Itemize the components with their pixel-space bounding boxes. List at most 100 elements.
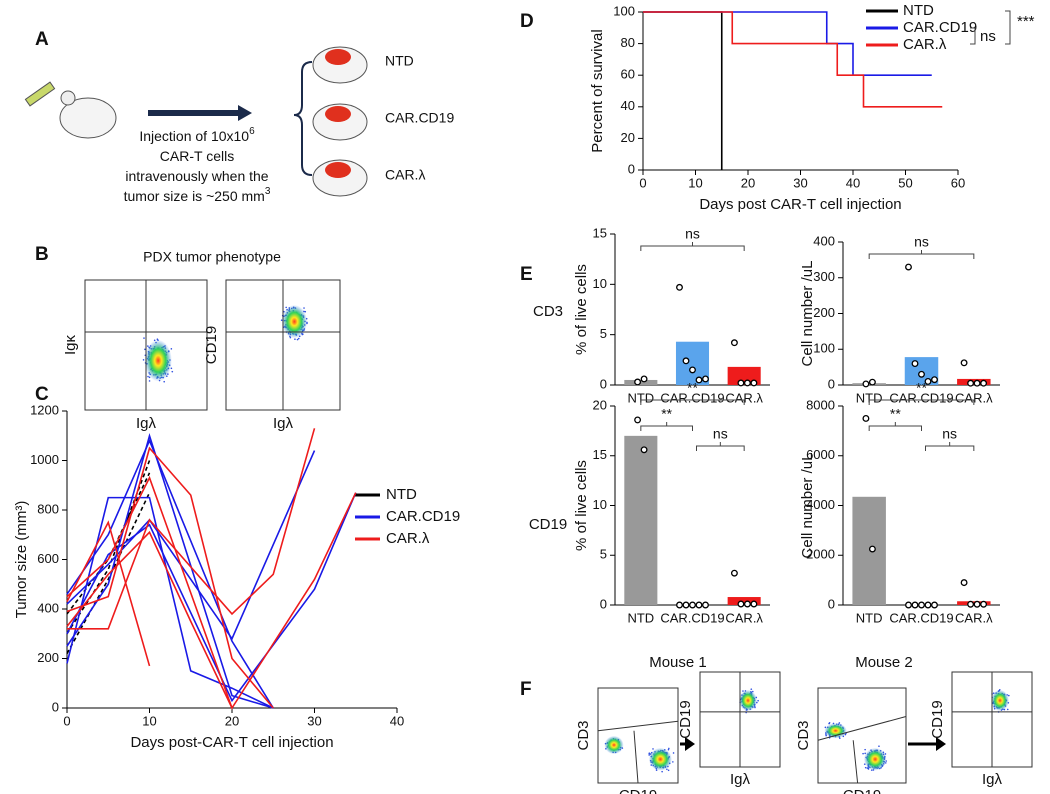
data-point bbox=[702, 375, 709, 383]
x-tick-label: 0 bbox=[639, 175, 646, 190]
y-tick-label: 1200 bbox=[30, 402, 59, 417]
data-point bbox=[750, 379, 758, 387]
flow-dot bbox=[148, 380, 151, 382]
y-axis-label: Cell number /uL bbox=[799, 261, 816, 367]
y-axis-label: Cell number /uL bbox=[799, 453, 816, 559]
x-tick-label: CAR.λ bbox=[725, 390, 763, 405]
data-point bbox=[634, 416, 642, 424]
y-tick-label: 40 bbox=[621, 98, 635, 113]
y-tick-label: 6000 bbox=[806, 447, 835, 462]
y-axis-label: % of live cells bbox=[573, 460, 590, 551]
data-point bbox=[702, 601, 709, 609]
significance-bracket bbox=[696, 442, 745, 451]
data-point bbox=[911, 360, 919, 367]
y-tick-label: 0 bbox=[628, 161, 635, 176]
tumor-line bbox=[66, 475, 357, 710]
data-point bbox=[689, 601, 696, 609]
significance-bracket bbox=[640, 396, 745, 405]
x-tick-label: CAR.λ bbox=[725, 610, 763, 625]
data-point bbox=[967, 600, 975, 608]
flow-dot bbox=[667, 769, 670, 772]
panel-label: E bbox=[520, 264, 533, 285]
y-tick-label: 1000 bbox=[30, 452, 59, 467]
data-point bbox=[640, 375, 648, 383]
significance-label: ** bbox=[890, 406, 901, 422]
data-point bbox=[695, 601, 703, 609]
panel-a-art bbox=[24, 46, 368, 197]
flow-gate bbox=[633, 730, 639, 784]
significance-label: ns bbox=[685, 226, 700, 242]
x-tick-label: 30 bbox=[307, 713, 321, 728]
injection-text: CAR-T cells bbox=[160, 148, 234, 164]
injection-text: intravenously when the bbox=[125, 168, 268, 184]
bar bbox=[727, 597, 761, 605]
significance-label: ** bbox=[661, 406, 672, 422]
flow-dot bbox=[170, 348, 173, 350]
flow-dot bbox=[652, 748, 654, 750]
data-point bbox=[980, 600, 988, 608]
tumor-line bbox=[66, 520, 151, 667]
bar bbox=[624, 435, 658, 605]
x-tick-label: NTD bbox=[627, 610, 654, 625]
y-tick-label: 15 bbox=[593, 225, 607, 240]
y-tick-label: 600 bbox=[37, 551, 59, 566]
data-point bbox=[924, 601, 932, 609]
data-point bbox=[868, 378, 876, 386]
data-point bbox=[960, 359, 968, 367]
x-tick-label: NTD bbox=[856, 610, 883, 625]
x-tick-label: 30 bbox=[793, 175, 807, 190]
flow-dot bbox=[667, 748, 670, 751]
flow-gate bbox=[817, 716, 907, 741]
flow-density bbox=[863, 747, 887, 771]
significance-bracket bbox=[868, 422, 922, 431]
flow-density bbox=[648, 747, 672, 771]
data-point bbox=[737, 600, 745, 608]
injection-line: tumor size is ~250 mm bbox=[124, 188, 265, 204]
x-tick-label: 60 bbox=[951, 175, 965, 190]
survival-line bbox=[643, 11, 932, 76]
bar bbox=[852, 496, 886, 605]
axis-label: Igλ bbox=[136, 415, 157, 432]
injection-line: intravenously when the bbox=[125, 168, 268, 184]
legend-label: NTD bbox=[903, 2, 934, 19]
y-tick-label: 60 bbox=[621, 67, 635, 82]
y-tick-label: 15 bbox=[593, 447, 607, 462]
y-tick-label: 20 bbox=[593, 397, 607, 412]
flow-dot bbox=[864, 766, 867, 769]
flow-dot bbox=[170, 367, 173, 370]
flow-dot bbox=[828, 722, 830, 725]
y-axis-label: Tumor size (mm³) bbox=[13, 501, 30, 619]
axis-label: CD3 bbox=[795, 720, 812, 750]
data-point bbox=[862, 414, 870, 422]
significance-label: ** bbox=[916, 380, 927, 396]
y-tick-label: 0 bbox=[600, 376, 607, 391]
flow-dot bbox=[163, 380, 165, 383]
axis-label: Igκ bbox=[62, 334, 79, 355]
y-tick-label: 80 bbox=[621, 35, 635, 50]
x-tick-label: NTD bbox=[627, 390, 654, 405]
data-point bbox=[931, 376, 938, 384]
data-point bbox=[960, 579, 968, 587]
x-tick-label: CAR.CD19 bbox=[660, 610, 724, 625]
y-tick-label: 0 bbox=[828, 376, 835, 391]
superscript: 3 bbox=[265, 186, 271, 197]
significance-bracket bbox=[640, 422, 693, 431]
injection-text: Injection of 10x106 bbox=[139, 126, 255, 144]
flow-dot bbox=[297, 337, 300, 340]
data-point bbox=[640, 446, 648, 454]
plot-title: Mouse 1 bbox=[649, 654, 707, 671]
data-point bbox=[730, 569, 738, 577]
data-point bbox=[695, 376, 703, 384]
data-point bbox=[918, 601, 925, 609]
data-point bbox=[924, 377, 932, 385]
flow-density bbox=[991, 689, 1009, 712]
axis-label: CD19 bbox=[843, 787, 881, 794]
x-tick-label: 40 bbox=[390, 713, 404, 728]
panel-label: C bbox=[35, 384, 49, 405]
legend-label: NTD bbox=[386, 486, 417, 503]
group-label: CAR.λ bbox=[385, 167, 425, 183]
y-tick-label: 5 bbox=[600, 547, 607, 562]
x-tick-label: 20 bbox=[225, 713, 239, 728]
flow-dot bbox=[878, 745, 880, 748]
